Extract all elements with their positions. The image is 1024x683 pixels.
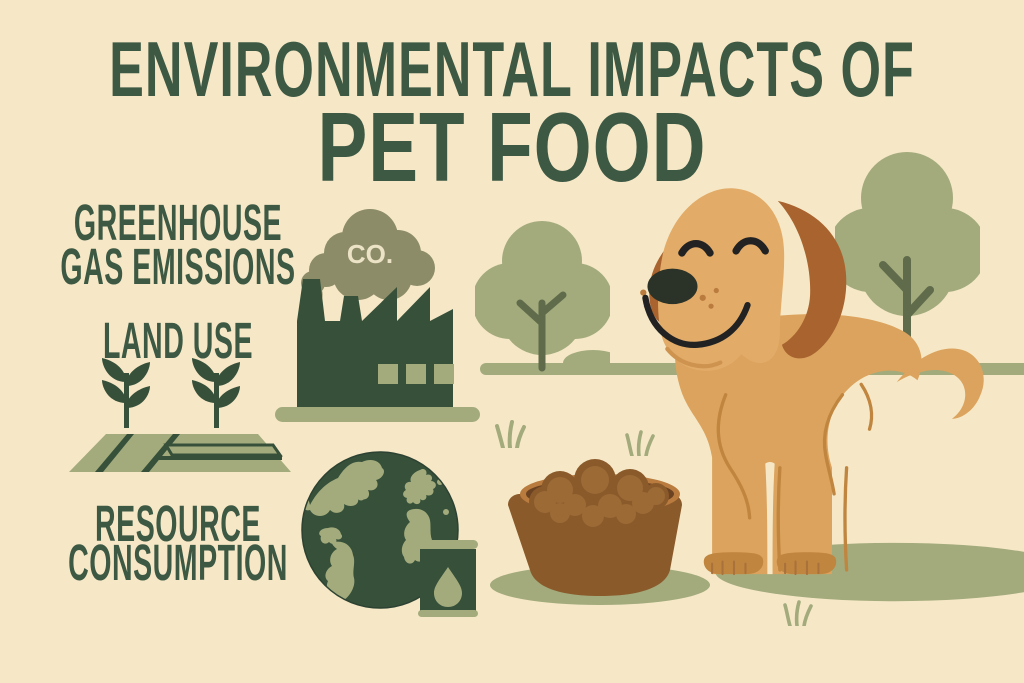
svg-text:CO.: CO. xyxy=(347,239,393,269)
